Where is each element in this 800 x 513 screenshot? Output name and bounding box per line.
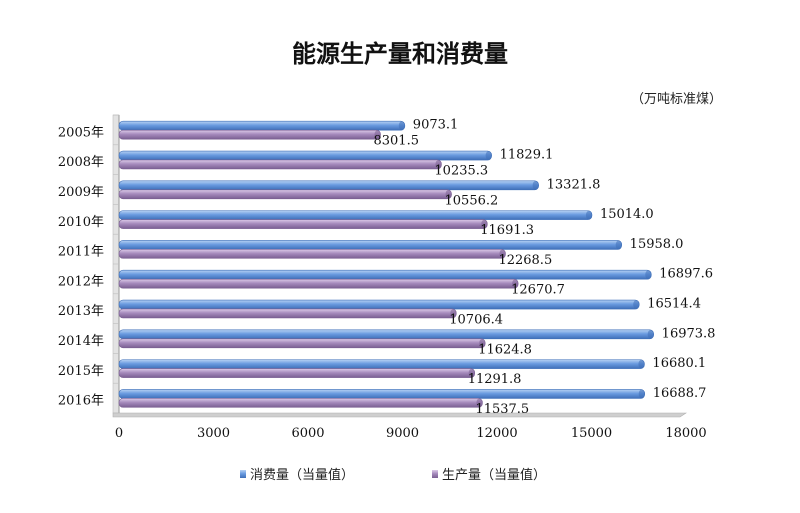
- legend: 消费量（当量值） 生产量（当量值）: [240, 467, 546, 483]
- bar-end-cap-consumption: [585, 210, 592, 220]
- bar-end-cap-production: [512, 279, 519, 289]
- category-label: 2012年: [58, 274, 104, 289]
- bar-production: [118, 219, 488, 229]
- bar-production: [118, 398, 483, 408]
- bar-end-cap-consumption: [615, 240, 622, 250]
- bar-consumption: [118, 329, 654, 340]
- data-label-consumption: 11829.1: [500, 148, 554, 163]
- data-label-consumption: 16897.6: [659, 267, 713, 282]
- x-tick-label: 15000: [571, 426, 612, 441]
- x-tick-label: 6000: [291, 426, 324, 441]
- data-label-production: 10706.4: [449, 312, 503, 327]
- bar-end-cap-production: [499, 249, 506, 259]
- data-label-consumption: 16514.4: [647, 297, 701, 312]
- bar-production: [118, 338, 486, 349]
- bar-end-cap-production: [476, 398, 483, 408]
- bar-consumption: [118, 389, 645, 399]
- bar-end-cap-consumption: [638, 389, 645, 399]
- data-label-production: 10556.2: [445, 193, 499, 208]
- data-label-production: 12268.5: [498, 253, 552, 268]
- bar-end-cap-production: [481, 219, 488, 229]
- unit-label: （万吨标准煤）: [631, 92, 722, 107]
- data-label-production: 11691.3: [480, 223, 534, 238]
- data-label-consumption: 13321.8: [547, 177, 601, 192]
- legend-swatch-production: [432, 470, 438, 478]
- category-label: 2008年: [58, 155, 104, 170]
- chart-title: 能源生产量和消费量: [292, 39, 508, 68]
- category-label: 2015年: [58, 364, 104, 379]
- x-tick-label: 18000: [665, 426, 706, 441]
- legend-label-production: 生产量（当量值）: [442, 467, 546, 483]
- bar-consumption: [118, 210, 593, 220]
- bar-production: [118, 129, 381, 140]
- bar-end-cap-consumption: [532, 180, 539, 190]
- data-label-consumption: 9073.1: [413, 118, 459, 133]
- bar-consumption: [118, 359, 645, 369]
- bar-end-cap-consumption: [645, 270, 652, 280]
- category-labels: 2005年 2008年 2009年 2010年 2011年 2012年 2013年 2014年…: [58, 125, 104, 408]
- bar-consumption: [118, 269, 652, 280]
- bar-production: [118, 249, 506, 259]
- x-tick-label: 0: [115, 426, 123, 441]
- bar-consumption: [118, 120, 406, 131]
- bar-end-cap-consumption: [647, 329, 654, 339]
- bar-consumption: [118, 299, 640, 310]
- bar-production: [118, 308, 457, 319]
- category-label: 2010年: [58, 215, 104, 230]
- data-label-consumption: 15958.0: [630, 237, 684, 252]
- x-tick-label: 9000: [386, 426, 419, 441]
- legend-swatch-consumption: [240, 470, 246, 478]
- x-tick-labels: 0 3000 6000 9000 12000 15000 18000: [115, 426, 707, 441]
- plot-floor: [112, 412, 687, 418]
- data-label-production: 11291.8: [468, 372, 522, 387]
- bar-end-cap-consumption: [633, 300, 640, 310]
- legend-label-consumption: 消费量（当量值）: [250, 467, 354, 483]
- category-label: 2013年: [58, 304, 104, 319]
- bar-end-cap-production: [445, 189, 452, 199]
- bar-consumption: [118, 240, 622, 250]
- bar-production: [118, 189, 452, 200]
- bar-consumption: [118, 150, 492, 161]
- category-label: 2011年: [58, 245, 104, 260]
- bar-production: [118, 159, 442, 170]
- bar-end-cap-production: [479, 338, 486, 348]
- category-label: 2016年: [58, 394, 104, 409]
- bar-end-cap-production: [450, 308, 457, 318]
- data-label-production: 11537.5: [475, 402, 529, 417]
- data-label-production: 12670.7: [511, 283, 565, 298]
- x-tick-label: 3000: [197, 426, 230, 441]
- x-tick-label: 12000: [476, 426, 517, 441]
- data-label-consumption: 16973.8: [662, 326, 716, 341]
- category-label: 2009年: [58, 185, 104, 200]
- bar-end-cap-consumption: [398, 121, 405, 131]
- bar-end-cap-consumption: [638, 359, 645, 369]
- bars-group: [118, 120, 654, 408]
- data-label-consumption: 16680.1: [652, 356, 706, 371]
- bar-end-cap-production: [374, 130, 381, 140]
- bar-production: [118, 368, 475, 378]
- category-label: 2014年: [58, 334, 104, 349]
- data-label-production: 8301.5: [373, 134, 419, 149]
- data-label-consumption: 15014.0: [600, 207, 654, 222]
- data-label-production: 11624.8: [478, 342, 532, 357]
- bar-end-cap-production: [435, 159, 442, 169]
- data-label-consumption: 16688.7: [653, 386, 707, 401]
- bar-end-cap-consumption: [485, 151, 492, 161]
- bar-consumption: [118, 180, 539, 191]
- category-label: 2005年: [58, 125, 104, 140]
- bar-production: [118, 278, 519, 289]
- data-label-production: 10235.3: [434, 163, 488, 178]
- bar-end-cap-production: [468, 368, 475, 378]
